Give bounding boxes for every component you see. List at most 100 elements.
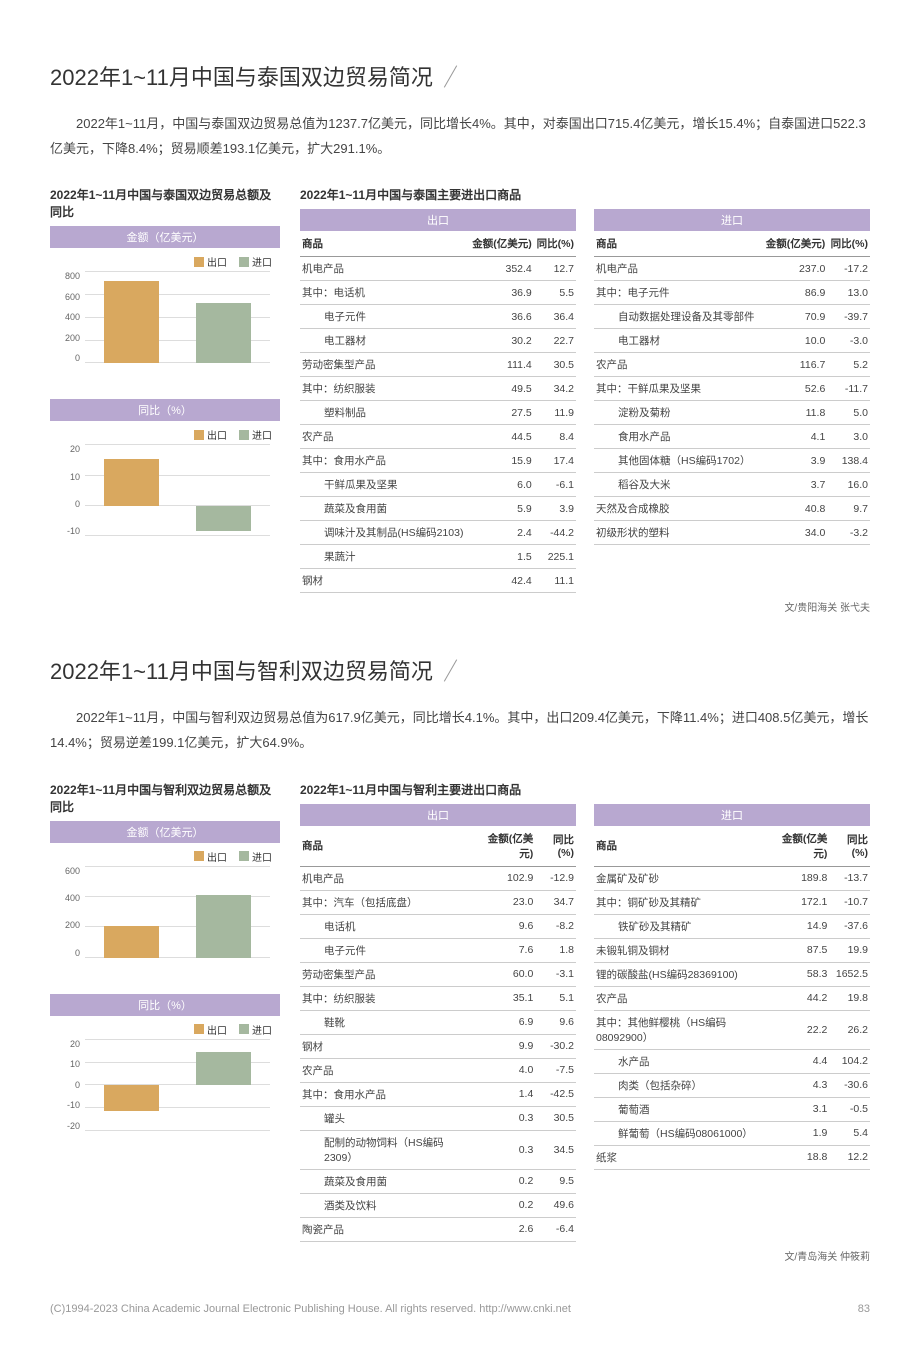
- cell-amount: 49.5: [469, 377, 534, 401]
- chart: 金额（亿美元）出口进口8006004002000: [50, 226, 280, 381]
- table-row: 农产品44.219.8: [594, 986, 870, 1010]
- table-row: 初级形状的塑料34.0-3.2: [594, 521, 870, 545]
- y-tick: -10: [50, 1100, 80, 1110]
- legend-item: 进口: [239, 1022, 272, 1037]
- cell-name: 淀粉及菊粉: [594, 401, 762, 425]
- cell-amount: 3.1: [770, 1097, 829, 1121]
- col-header: 金额(亿美元): [762, 231, 828, 257]
- cell-amount: 352.4: [469, 257, 534, 281]
- cell-yoy: 26.2: [829, 1010, 870, 1049]
- table-row: 电话机9.6-8.2: [300, 914, 576, 938]
- table-row: 蔬菜及食用菌0.29.5: [300, 1169, 576, 1193]
- table-row: 未锻轧铜及铜材87.519.9: [594, 938, 870, 962]
- legend-item: 出口: [194, 849, 227, 864]
- cell-amount: 23.0: [473, 890, 535, 914]
- table-row: 稻谷及大米3.716.0: [594, 473, 870, 497]
- cell-yoy: 104.2: [829, 1049, 870, 1073]
- cell-name: 稻谷及大米: [594, 473, 762, 497]
- chart: 同比（%）出口进口20100-10: [50, 399, 280, 554]
- cell-name: 鞋靴: [300, 1010, 473, 1034]
- cell-name: 初级形状的塑料: [594, 521, 762, 545]
- col-header: 金额(亿美元): [473, 826, 535, 867]
- y-tick: -20: [50, 1121, 80, 1131]
- cell-name: 电子元件: [300, 938, 473, 962]
- cell-amount: 102.9: [473, 866, 535, 890]
- table-row: 调味汁及其制品(HS编码2103)2.4-44.2: [300, 521, 576, 545]
- cell-yoy: -3.2: [827, 521, 870, 545]
- table-row: 其中：电子元件86.913.0: [594, 281, 870, 305]
- bar: [196, 444, 251, 536]
- table-row: 钢材9.9-30.2: [300, 1034, 576, 1058]
- cell-name: 其中：纺织服装: [300, 986, 473, 1010]
- cell-yoy: 22.7: [534, 329, 576, 353]
- col-header: 商品: [594, 231, 762, 257]
- table-row: 其中：食用水产品15.917.4: [300, 449, 576, 473]
- cell-amount: 70.9: [762, 305, 828, 329]
- cell-name: 劳动密集型产品: [300, 353, 469, 377]
- cell-amount: 34.0: [762, 521, 828, 545]
- bar: [104, 271, 159, 363]
- table-row: 干鲜瓜果及坚果6.0-6.1: [300, 473, 576, 497]
- cell-yoy: 9.7: [827, 497, 870, 521]
- cell-amount: 2.6: [473, 1217, 535, 1241]
- cell-yoy: -3.0: [827, 329, 870, 353]
- cell-name: 电子元件: [300, 305, 469, 329]
- chart-legend: 出口进口: [50, 421, 280, 444]
- col-header: 同比(%): [829, 826, 870, 867]
- cell-amount: 9.9: [473, 1034, 535, 1058]
- cell-name: 鲜葡萄（HS编码08061000）: [594, 1121, 770, 1145]
- table-row: 铁矿砂及其精矿14.9-37.6: [594, 914, 870, 938]
- cell-yoy: -12.9: [535, 866, 576, 890]
- cell-yoy: -42.5: [535, 1082, 576, 1106]
- cell-name: 钢材: [300, 1034, 473, 1058]
- table-row: 纸浆18.812.2: [594, 1145, 870, 1169]
- chart-title: 2022年1~11月中国与泰国双边贸易总额及同比: [50, 186, 280, 220]
- table-row: 葡萄酒3.1-0.5: [594, 1097, 870, 1121]
- chart: 同比（%）出口进口20100-10-20: [50, 994, 280, 1149]
- cell-yoy: 13.0: [827, 281, 870, 305]
- section-title: 2022年1~11月中国与智利双边贸易简况: [50, 654, 433, 686]
- cell-amount: 18.8: [770, 1145, 829, 1169]
- col-header: 商品: [594, 826, 770, 867]
- table-row: 农产品44.58.4: [300, 425, 576, 449]
- table-row: 电工器材30.222.7: [300, 329, 576, 353]
- y-tick: 20: [50, 444, 80, 454]
- bar: [196, 866, 251, 958]
- table-row: 天然及合成橡胶40.89.7: [594, 497, 870, 521]
- cell-yoy: 30.5: [535, 1106, 576, 1130]
- cell-amount: 9.6: [473, 914, 535, 938]
- cell-name: 其中：食用水产品: [300, 449, 469, 473]
- legend-item: 出口: [194, 1022, 227, 1037]
- cell-name: 其中：电话机: [300, 281, 469, 305]
- cell-yoy: -0.5: [829, 1097, 870, 1121]
- cell-name: 农产品: [300, 425, 469, 449]
- cell-name: 农产品: [594, 353, 762, 377]
- cell-amount: 6.9: [473, 1010, 535, 1034]
- cell-amount: 1.5: [469, 545, 534, 569]
- y-tick: 0: [50, 499, 80, 509]
- y-tick: 0: [50, 353, 80, 363]
- cell-name: 罐头: [300, 1106, 473, 1130]
- cell-amount: 6.0: [469, 473, 534, 497]
- table-wrap: 出口商品金额(亿美元)同比(%)机电产品102.9-12.9其中：汽车（包括底盘…: [300, 804, 576, 1242]
- col-header: 商品: [300, 231, 469, 257]
- cell-amount: 10.0: [762, 329, 828, 353]
- footer-copyright: (C)1994-2023 China Academic Journal Elec…: [50, 1303, 571, 1315]
- table-row: 电子元件7.61.8: [300, 938, 576, 962]
- cell-amount: 40.8: [762, 497, 828, 521]
- cell-amount: 2.4: [469, 521, 534, 545]
- data-table: 商品金额(亿美元)同比(%)机电产品352.412.7其中：电话机36.95.5…: [300, 231, 576, 593]
- col-header: 同比(%): [534, 231, 576, 257]
- y-tick: 800: [50, 271, 80, 281]
- cell-yoy: 5.2: [827, 353, 870, 377]
- table-row: 自动数据处理设备及其零部件70.9-39.7: [594, 305, 870, 329]
- cell-yoy: -39.7: [827, 305, 870, 329]
- table-wrap: 出口商品金额(亿美元)同比(%)机电产品352.412.7其中：电话机36.95…: [300, 209, 576, 593]
- col-header: 同比(%): [827, 231, 870, 257]
- cell-yoy: 12.7: [534, 257, 576, 281]
- cell-name: 电工器材: [594, 329, 762, 353]
- cell-yoy: 3.9: [534, 497, 576, 521]
- trade-section: 2022年1~11月中国与智利双边贸易简况2022年1~11月，中国与智利双边贸…: [50, 654, 870, 1262]
- cell-yoy: 36.4: [534, 305, 576, 329]
- cell-name: 电工器材: [300, 329, 469, 353]
